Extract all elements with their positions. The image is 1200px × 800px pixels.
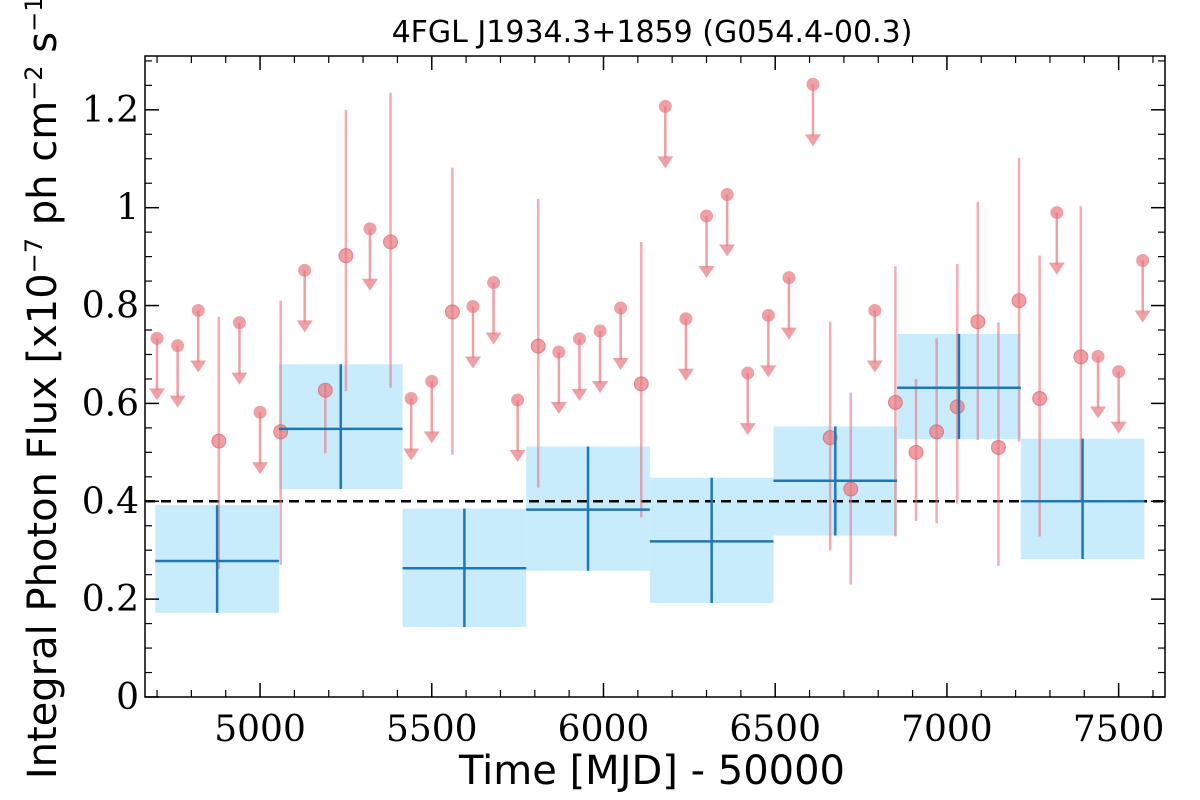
measurement-point <box>1073 349 1089 365</box>
y-axis-label: Integral Photon Flux [x10−7 ph cm−2 s−1] <box>20 0 66 779</box>
upper-limit-point <box>572 332 586 346</box>
axis-ticks: 5000 5500 6000 6500 7000 7500 0 0.2 0.4 0.6 0.8 1 1.… <box>82 56 1165 750</box>
measurement-point <box>887 394 903 410</box>
upper-limit-point <box>487 276 501 290</box>
y-tick-label: 0.8 <box>82 286 139 327</box>
upper-limit-arrow <box>657 156 674 169</box>
upper-limit-point <box>1091 349 1105 363</box>
upper-limit-arrow <box>571 388 588 401</box>
measurement-point <box>338 248 354 264</box>
x-tick-label: 6500 <box>729 709 821 750</box>
upper-limit-arrow <box>361 278 378 291</box>
upper-limit-point <box>761 308 775 322</box>
upper-limit-arrow <box>252 462 269 475</box>
upper-limit-arrow <box>677 368 694 381</box>
upper-limit-arrow <box>698 266 715 279</box>
measurement-point <box>444 304 460 320</box>
upper-limit-point <box>298 263 312 277</box>
upper-limit-arrow <box>550 402 567 415</box>
upper-limit-arrow <box>1134 310 1151 323</box>
upper-limit-point <box>171 339 185 353</box>
upper-limit-arrow <box>509 449 526 462</box>
measurement-point <box>273 424 289 440</box>
measurement-point <box>530 338 546 354</box>
upper-limit-arrow <box>719 244 736 257</box>
upper-limit-point <box>425 374 439 388</box>
upper-limit-arrow <box>485 332 502 345</box>
upper-limit-point <box>782 271 796 285</box>
x-axis-label: Time [MJD] - 50000 <box>458 748 845 794</box>
y-tick-label: 0.6 <box>82 383 139 424</box>
measurement-point <box>970 314 986 330</box>
y-tick-label: 0.2 <box>82 579 139 620</box>
upper-limit-arrow <box>1110 421 1127 434</box>
upper-limit-point <box>806 77 820 91</box>
measurement-point <box>843 481 859 497</box>
upper-limit-arrow <box>149 388 166 401</box>
y-tick-label: 1.2 <box>82 90 139 131</box>
measurement-point <box>383 234 399 250</box>
fine-bins <box>149 77 1151 585</box>
upper-limit-point <box>658 99 672 113</box>
wide-bin-boxes <box>155 333 1145 628</box>
upper-limit-arrow <box>866 360 883 373</box>
upper-limit-point <box>1050 206 1064 220</box>
upper-limit-point <box>720 187 734 201</box>
upper-limit-point <box>1136 254 1150 268</box>
upper-limit-point <box>404 392 418 406</box>
upper-limit-point <box>511 393 525 407</box>
upper-limit-arrow <box>1048 262 1065 275</box>
upper-limit-point <box>552 345 566 359</box>
upper-limit-arrow <box>464 356 481 369</box>
upper-limit-arrow <box>804 134 821 147</box>
x-tick-label: 5000 <box>214 709 306 750</box>
y-tick-label: 1 <box>116 188 139 229</box>
chart-title: 4FGL J1934.3+1859 (G054.4-00.3) <box>392 15 913 50</box>
upper-limit-point <box>614 301 628 315</box>
upper-limit-arrow <box>1090 406 1107 419</box>
x-tick-label: 6000 <box>558 709 650 750</box>
measurement-point <box>1011 293 1027 309</box>
upper-limit-point <box>150 331 164 345</box>
upper-limit-arrow <box>780 327 797 340</box>
measurement-point <box>633 376 649 392</box>
y-tick-label: 0.4 <box>82 481 139 522</box>
upper-limit-arrow <box>612 357 629 370</box>
measurement-point <box>949 399 965 415</box>
measurement-point <box>929 424 945 440</box>
x-tick-label: 5500 <box>386 709 478 750</box>
upper-limit-point <box>232 316 246 330</box>
upper-limit-point <box>868 303 882 317</box>
upper-limit-arrow <box>190 360 207 373</box>
upper-limit-point <box>253 405 267 419</box>
upper-limit-point <box>363 222 377 236</box>
upper-limit-point <box>593 324 607 338</box>
measurement-point <box>317 382 333 398</box>
y-tick-label: 0 <box>116 677 139 718</box>
upper-limit-arrow <box>296 320 313 333</box>
measurement-point <box>1032 391 1048 407</box>
wide-bin-lines <box>155 333 1145 628</box>
upper-limit-point <box>700 209 714 223</box>
measurement-point <box>211 433 227 449</box>
measurement-point <box>822 430 838 446</box>
upper-limit-point <box>466 300 480 314</box>
upper-limit-arrow <box>403 448 420 461</box>
upper-limit-point <box>679 312 693 326</box>
measurement-point <box>908 444 924 460</box>
upper-limit-point <box>1112 365 1126 379</box>
upper-limit-point <box>741 366 755 380</box>
x-tick-label: 7000 <box>901 709 993 750</box>
x-tick-label: 7500 <box>1073 709 1165 750</box>
upper-limit-point <box>191 303 205 317</box>
upper-limit-arrow <box>423 431 440 444</box>
upper-limit-arrow <box>739 423 756 436</box>
plot-frame <box>144 55 1166 698</box>
measurement-point <box>990 439 1006 455</box>
upper-limit-arrow <box>231 372 248 385</box>
upper-limit-arrow <box>169 395 186 408</box>
upper-limit-arrow <box>760 365 777 378</box>
upper-limit-arrow <box>592 380 609 393</box>
